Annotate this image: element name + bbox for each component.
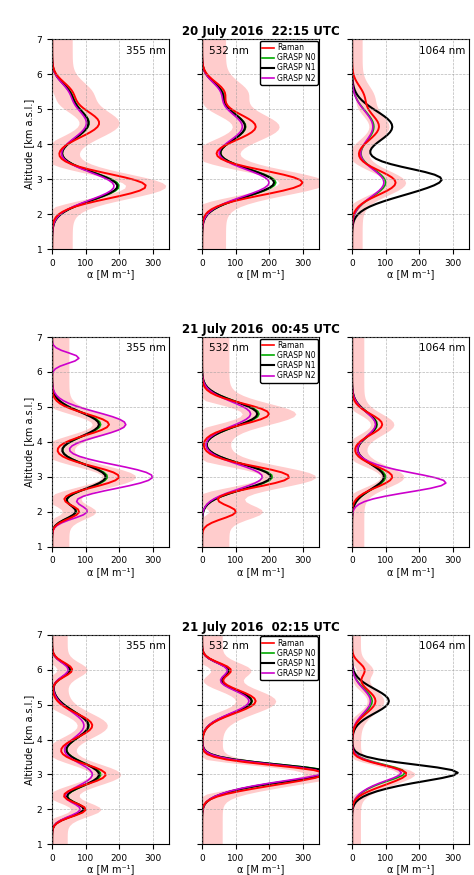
X-axis label: α [M m⁻¹]: α [M m⁻¹] [237, 567, 284, 577]
Text: 355 nm: 355 nm [126, 641, 166, 651]
X-axis label: α [M m⁻¹]: α [M m⁻¹] [387, 270, 434, 279]
Legend: Raman, GRASP N0, GRASP N1, GRASP N2: Raman, GRASP N0, GRASP N1, GRASP N2 [260, 41, 318, 85]
Title: 21 July 2016  00:45 UTC: 21 July 2016 00:45 UTC [182, 323, 340, 336]
X-axis label: α [M m⁻¹]: α [M m⁻¹] [237, 270, 284, 279]
Y-axis label: Altitude [km a.s.l.]: Altitude [km a.s.l.] [24, 99, 34, 189]
Legend: Raman, GRASP N0, GRASP N1, GRASP N2: Raman, GRASP N0, GRASP N1, GRASP N2 [260, 339, 318, 382]
Text: 532 nm: 532 nm [209, 641, 249, 651]
Title: 20 July 2016  22:15 UTC: 20 July 2016 22:15 UTC [182, 25, 339, 38]
X-axis label: α [M m⁻¹]: α [M m⁻¹] [387, 567, 434, 577]
Legend: Raman, GRASP N0, GRASP N1, GRASP N2: Raman, GRASP N0, GRASP N1, GRASP N2 [260, 636, 318, 680]
Title: 21 July 2016  02:15 UTC: 21 July 2016 02:15 UTC [182, 620, 339, 634]
Text: 1064 nm: 1064 nm [419, 343, 466, 354]
Y-axis label: Altitude [km a.s.l.]: Altitude [km a.s.l.] [24, 396, 34, 487]
X-axis label: α [M m⁻¹]: α [M m⁻¹] [237, 864, 284, 874]
X-axis label: α [M m⁻¹]: α [M m⁻¹] [87, 864, 135, 874]
Text: 355 nm: 355 nm [126, 46, 166, 56]
X-axis label: α [M m⁻¹]: α [M m⁻¹] [387, 864, 434, 874]
Text: 1064 nm: 1064 nm [419, 46, 466, 56]
X-axis label: α [M m⁻¹]: α [M m⁻¹] [87, 270, 135, 279]
Text: 532 nm: 532 nm [209, 46, 249, 56]
Text: 1064 nm: 1064 nm [419, 641, 466, 651]
Text: 355 nm: 355 nm [126, 343, 166, 354]
Text: 532 nm: 532 nm [209, 343, 249, 354]
X-axis label: α [M m⁻¹]: α [M m⁻¹] [87, 567, 135, 577]
Y-axis label: Altitude [km a.s.l.]: Altitude [km a.s.l.] [24, 695, 34, 785]
